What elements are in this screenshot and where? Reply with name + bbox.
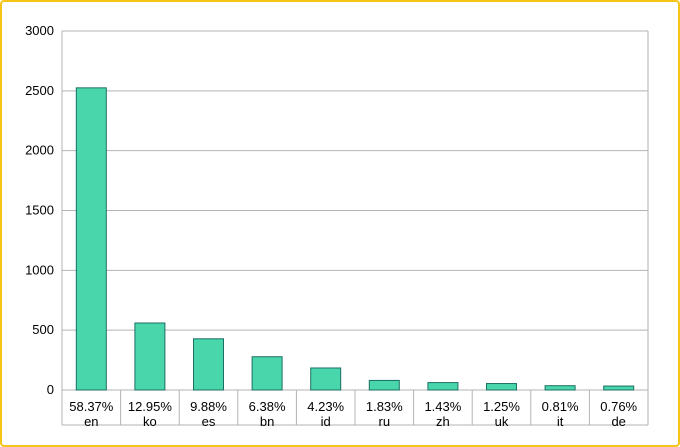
bar-id: [310, 367, 342, 391]
category-label: bn: [260, 414, 274, 429]
y-tick-label: 1500: [25, 203, 54, 218]
y-tick-label: 1000: [25, 262, 54, 277]
x-axis-categories: 58.37%en 12.95%ko 9.88%es 6.38%bn 4.23%id 1.8…: [69, 399, 637, 429]
category-label: id: [321, 414, 331, 429]
category-percent-label: 1.43%: [424, 399, 461, 414]
y-tick-label: 3000: [25, 23, 54, 38]
category-label: ru: [379, 414, 391, 429]
category-label: it: [557, 414, 564, 429]
category-percent-label: 12.95%: [128, 399, 173, 414]
bar-bn: [251, 356, 283, 391]
category-percent-label: 0.76%: [600, 399, 637, 414]
category-label: zh: [436, 414, 450, 429]
category-percent-label: 58.37%: [69, 399, 114, 414]
bars: [75, 87, 635, 391]
category-percent-label: 1.83%: [366, 399, 403, 414]
category-percent-label: 6.38%: [249, 399, 286, 414]
bar-zh: [427, 382, 459, 391]
bar-es: [193, 338, 224, 391]
bar-it: [544, 385, 576, 391]
y-tick-label: 500: [32, 322, 54, 337]
bar-uk: [486, 383, 517, 391]
category-label: es: [202, 414, 216, 429]
bar-ko: [134, 322, 166, 391]
y-axis-ticks: 0 500 1000 1500 2000 2500 3000: [25, 23, 54, 397]
y-tick-label: 0: [47, 382, 54, 397]
category-percent-label: 0.81%: [542, 399, 579, 414]
y-tick-label: 2000: [25, 143, 54, 158]
bar-ru: [368, 379, 400, 391]
bar-de: [603, 385, 635, 391]
category-percent-label: 4.23%: [307, 399, 344, 414]
category-percent-label: 1.25%: [483, 399, 520, 414]
category-label: de: [611, 414, 625, 429]
y-tick-label: 2500: [25, 83, 54, 98]
category-label: uk: [495, 414, 509, 429]
bar-en: [75, 87, 107, 391]
category-label: ko: [143, 414, 157, 429]
category-percent-label: 9.88%: [190, 399, 227, 414]
category-label: en: [84, 414, 98, 429]
